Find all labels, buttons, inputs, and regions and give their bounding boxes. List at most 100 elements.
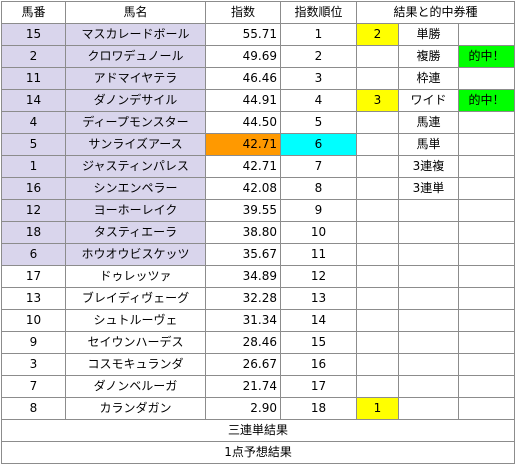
result-mark [356,243,399,266]
header-result: 結果と的中券種 [355,1,515,24]
result-mark [356,331,399,354]
header-num: 馬番 [1,1,66,24]
index-rank: 13 [280,287,357,310]
index-rank: 5 [280,111,357,134]
hit-badge [457,155,515,178]
horse-number: 12 [1,199,66,222]
horse-name: クロワデュノール [65,45,206,68]
result-mark [356,133,399,156]
table-row: 1 ジャスティンパレス 42.71 7 3連複 [1,155,515,178]
hit-badge [457,111,515,134]
horse-name: コスモキュランダ [65,353,206,376]
table-row: 15 マスカレードボール 55.71 1 2 単勝 [1,23,515,46]
horse-name: アドマイヤテラ [65,67,206,90]
horse-number: 15 [1,23,66,46]
table-row: 11 アドマイヤテラ 46.46 3 枠連 [1,67,515,90]
footer-row-single: 1点予想結果 [0,441,515,464]
index-value: 35.67 [205,243,281,266]
hit-badge [457,177,515,200]
horse-name: ダノンデサイル [65,89,206,112]
horse-number: 1 [1,155,66,178]
hit-badge [457,287,515,310]
horse-number: 13 [1,287,66,310]
table-row: 13 ブレイディヴェーグ 32.28 13 [1,287,515,310]
hit-badge [457,353,515,376]
index-rank: 1 [280,23,357,46]
bet-type [398,331,459,354]
hit-badge [457,265,515,288]
horse-number: 11 [1,67,66,90]
table-row: 6 ホウオウビスケッツ 35.67 11 [1,243,515,266]
horse-number: 18 [1,221,66,244]
bet-type [398,375,459,398]
index-value: 46.46 [205,67,281,90]
result-mark [356,221,399,244]
horse-name: ホウオウビスケッツ [65,243,206,266]
horse-name: ダノンベルーガ [65,375,206,398]
index-rank: 18 [280,397,357,420]
result-mark [356,177,399,200]
footer-row-trifecta: 三連単結果 [0,419,515,442]
horse-number: 5 [1,133,66,156]
bet-type: ワイド [398,89,459,112]
index-rank: 12 [280,265,357,288]
bet-type [398,287,459,310]
header-index: 指数 [205,1,281,24]
result-mark [356,309,399,332]
index-rank: 14 [280,309,357,332]
horse-number: 7 [1,375,66,398]
hit-badge [457,243,515,266]
index-value: 55.71 [205,23,281,46]
horse-number: 9 [1,331,66,354]
bet-type [398,199,459,222]
horse-name: サンライズアース [65,133,206,156]
bet-type: 3連複 [398,155,459,178]
horse-name: ブレイディヴェーグ [65,287,206,310]
index-value: 42.08 [205,177,281,200]
bet-type [398,397,459,420]
index-value: 44.91 [205,89,281,112]
bet-type: 複勝 [398,45,459,68]
index-rank: 10 [280,221,357,244]
index-rank: 11 [280,243,357,266]
table-row: 17 ドゥレッツァ 34.89 12 [1,265,515,288]
hit-badge [457,23,515,46]
table-row: 10 シュトルーヴェ 31.34 14 [1,309,515,332]
index-value: 31.34 [205,309,281,332]
table-row: 7 ダノンベルーガ 21.74 17 [1,375,515,398]
horse-name: シンエンペラー [65,177,206,200]
bet-type: 枠連 [398,67,459,90]
result-mark [356,265,399,288]
table-row: 4 ディープモンスター 44.50 5 馬連 [1,111,515,134]
result-mark [356,375,399,398]
result-mark [356,45,399,68]
horse-number: 17 [1,265,66,288]
horse-number: 16 [1,177,66,200]
index-rank: 9 [280,199,357,222]
horse-name: ジャスティンパレス [65,155,206,178]
result-mark: 3 [356,89,399,112]
hit-badge: 的中！ [457,45,515,68]
table-row: 5 サンライズアース 42.71 6 馬単 [1,133,515,156]
bet-type: 3連単 [398,177,459,200]
result-mark [356,67,399,90]
bet-type [398,265,459,288]
horse-name: セイウンハーデス [65,331,206,354]
index-value: 21.74 [205,375,281,398]
result-mark: 2 [356,23,399,46]
index-value: 2.90 [205,397,281,420]
horse-name: ドゥレッツァ [65,265,206,288]
index-value: 44.50 [205,111,281,134]
horse-name: カランダガン [65,397,206,420]
horse-number: 3 [1,353,66,376]
result-mark [356,353,399,376]
bet-type: 馬単 [398,133,459,156]
horse-name: タスティエーラ [65,221,206,244]
trifecta-result-label: 三連単結果 [0,419,515,442]
index-value: 34.89 [205,265,281,288]
index-value: 38.80 [205,221,281,244]
index-value: 26.67 [205,353,281,376]
horse-number: 2 [1,45,66,68]
horse-name: マスカレードボール [65,23,206,46]
bet-type [398,353,459,376]
